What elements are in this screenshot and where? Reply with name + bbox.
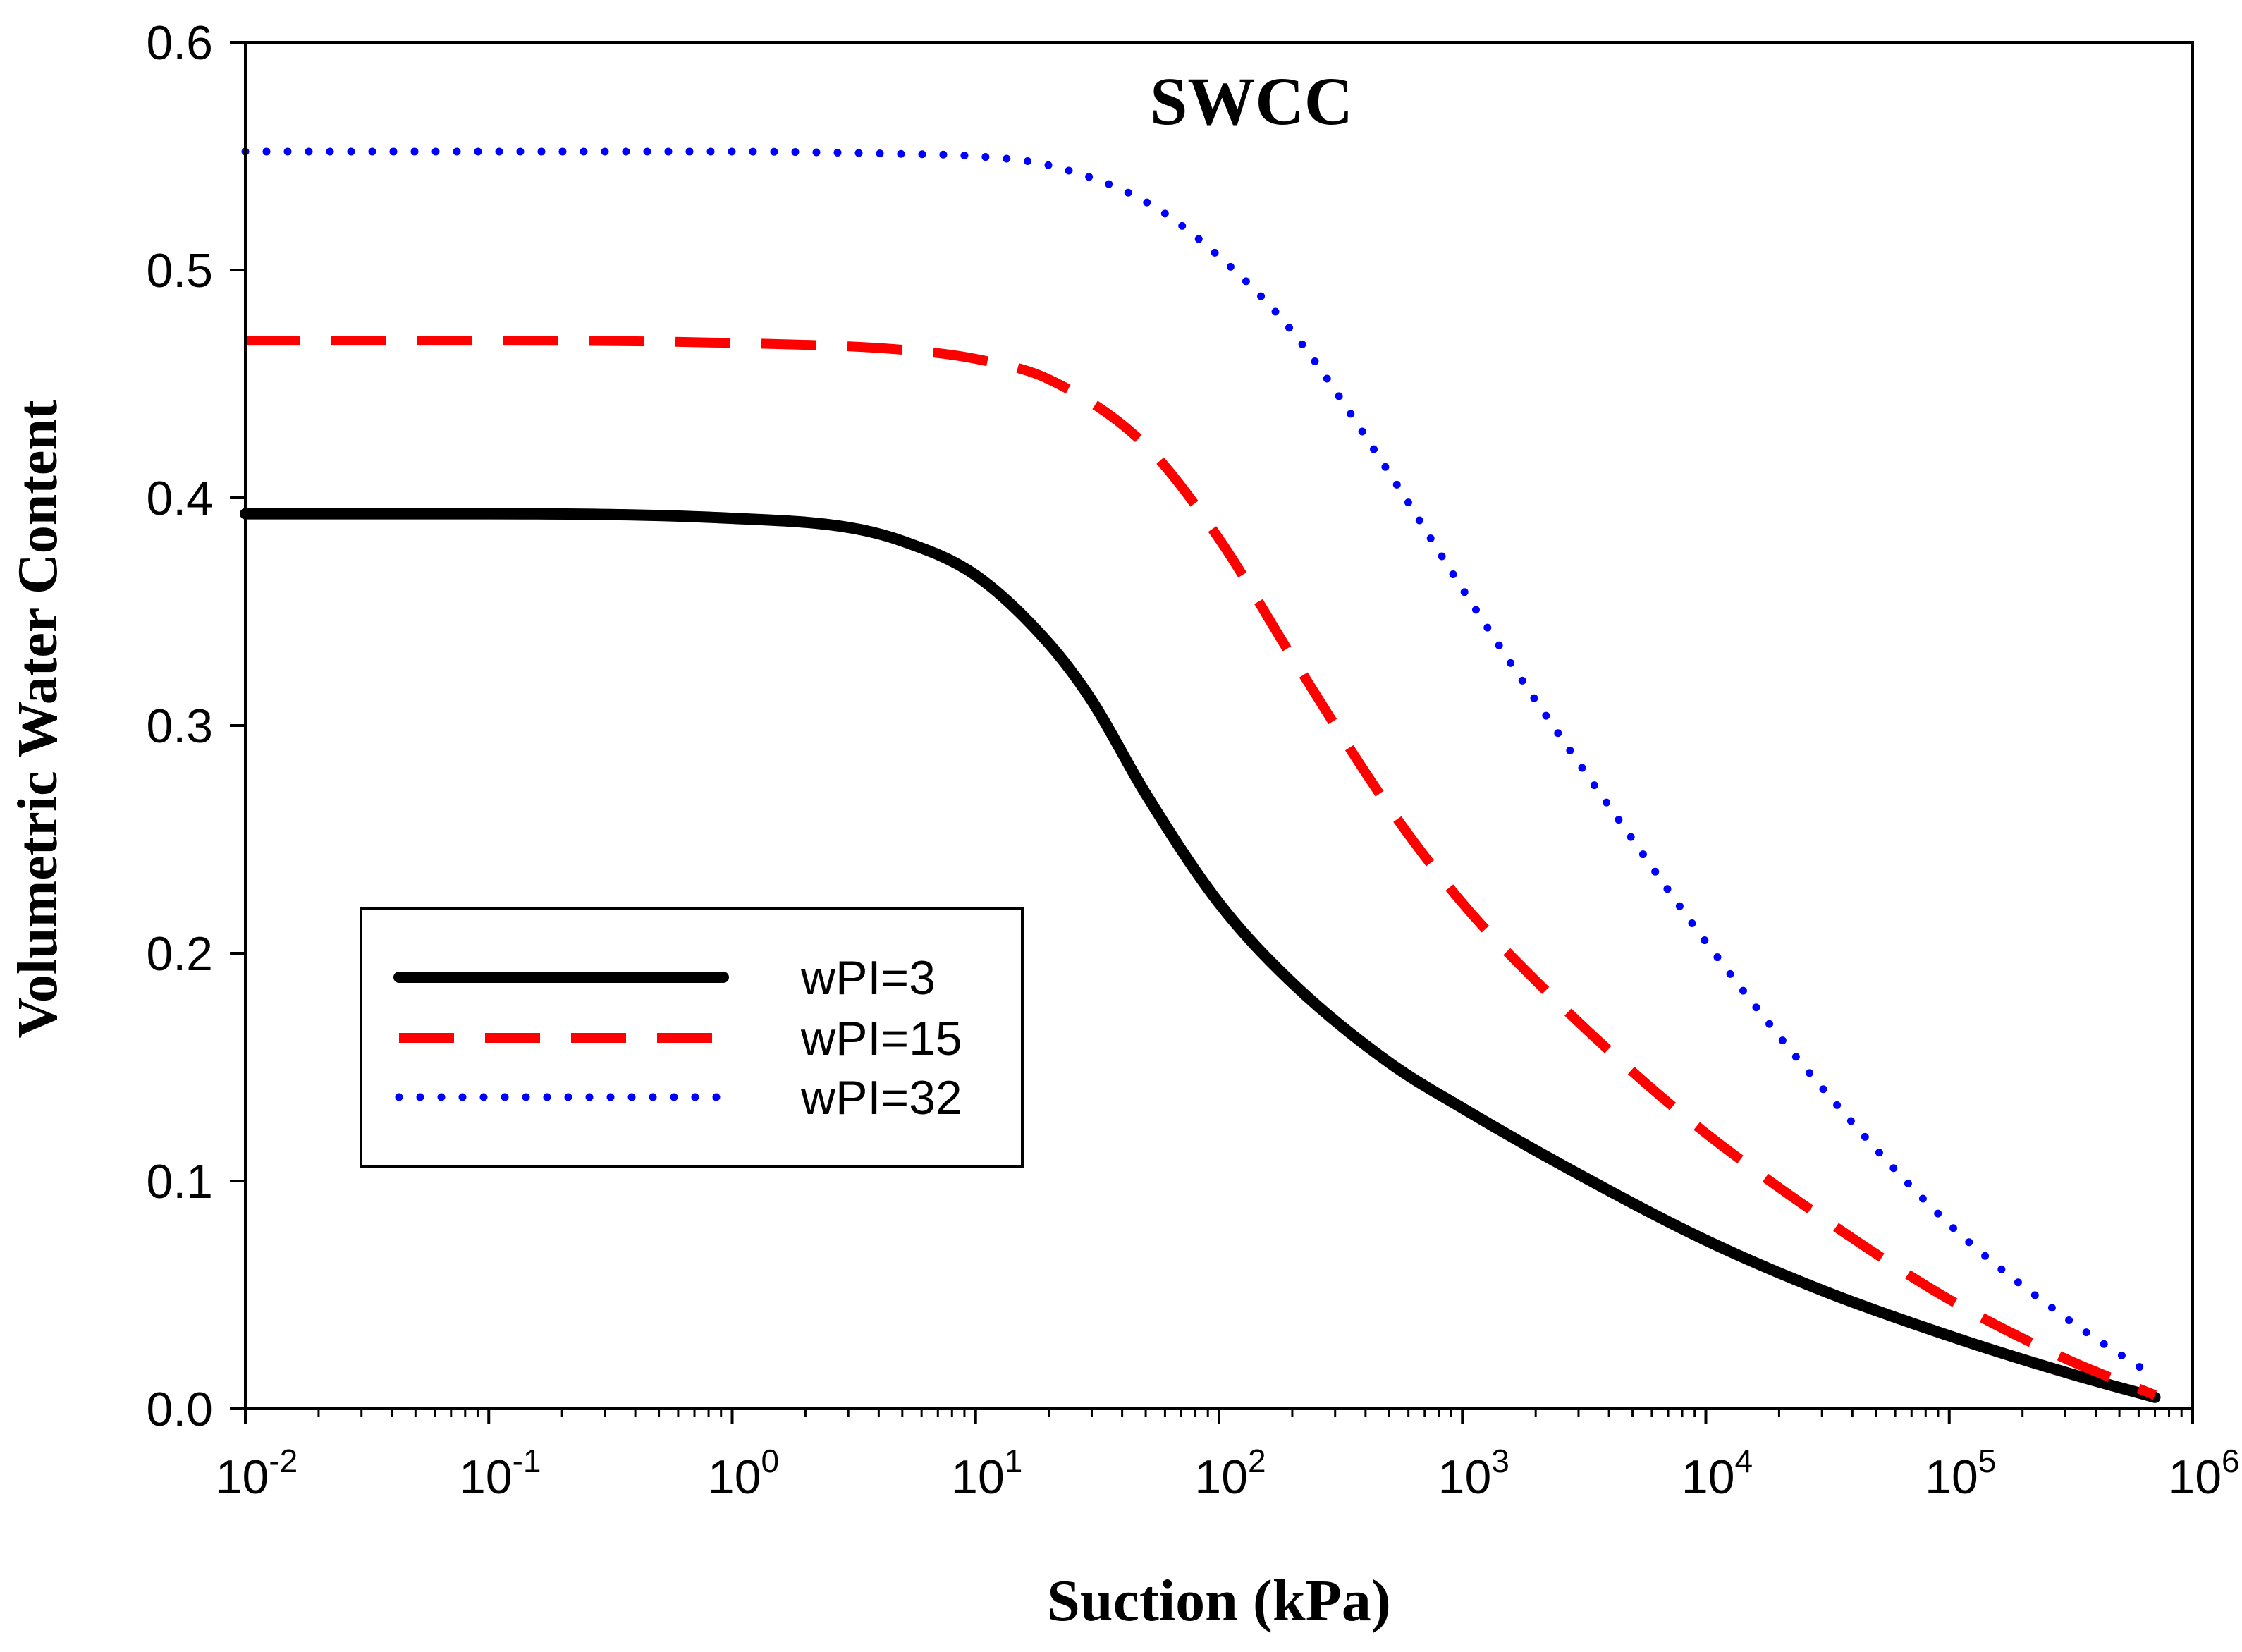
x-tick-exponent: 4	[1735, 1443, 1753, 1479]
series-lines	[240, 147, 2161, 1403]
y-tick-label: 0.3	[146, 699, 213, 753]
x-tick-label: 104	[1682, 1443, 1753, 1504]
x-tick-exponent: 2	[1248, 1443, 1266, 1479]
x-tick-label: 103	[1438, 1443, 1509, 1504]
series-line-wpi-3	[240, 508, 2161, 1403]
x-tick-label: 10-2	[216, 1443, 298, 1504]
series-line-wpi-15	[245, 336, 2157, 1400]
y-axis-label: Volumetric Water Content	[7, 400, 69, 1038]
x-tick-exponent: 0	[761, 1443, 780, 1479]
x-tick-exponent: -2	[269, 1443, 298, 1479]
y-tick-label: 0.0	[146, 1383, 213, 1436]
x-tick-exponent: -1	[513, 1443, 541, 1479]
x-tick-label: 100	[708, 1443, 779, 1504]
x-tick-base: 10	[1438, 1450, 1492, 1504]
x-tick-label: 102	[1194, 1443, 1266, 1504]
y-tick-label: 0.4	[146, 472, 213, 525]
x-tick-base: 10	[951, 1450, 1005, 1504]
legend-label: wPI=32	[800, 1071, 962, 1125]
x-tick-label: 101	[951, 1443, 1022, 1504]
x-tick-base: 10	[708, 1450, 761, 1504]
legend: wPI=3 wPI=15 wPI=32	[360, 907, 1024, 1168]
legend-label: wPI=15	[800, 1012, 962, 1065]
x-tick-label: 10-1	[459, 1443, 541, 1504]
y-tick-label: 0.6	[146, 16, 213, 70]
x-axis: 10-2 10-1 100 101 102 103 104 105 106	[216, 1409, 2240, 1504]
legend-label: wPI=3	[800, 951, 936, 1005]
x-tick-exponent: 5	[1978, 1443, 1997, 1479]
y-tick-label: 0.2	[146, 927, 213, 981]
x-tick-base: 10	[1682, 1450, 1735, 1504]
legend-entries: wPI=3 wPI=15 wPI=32	[393, 951, 962, 1125]
x-tick-label: 105	[1925, 1443, 1996, 1504]
chart-title: SWCC	[1150, 63, 1353, 139]
x-tick-base: 10	[1194, 1450, 1248, 1504]
y-tick-label: 0.1	[146, 1155, 213, 1209]
x-axis-label: Suction (kPa)	[1047, 1568, 1391, 1634]
x-tick-exponent: 1	[1005, 1443, 1023, 1479]
y-axis: 0.0 0.1 0.2 0.3 0.4 0.5 0.6	[146, 16, 245, 1436]
x-tick-exponent: 6	[2222, 1443, 2240, 1479]
x-tick-base: 10	[2168, 1450, 2222, 1504]
y-tick-label: 0.5	[146, 244, 213, 298]
x-tick-base: 10	[1925, 1450, 1978, 1504]
x-tick-exponent: 3	[1491, 1443, 1509, 1479]
plot-frame	[244, 41, 2194, 1410]
x-tick-base: 10	[459, 1450, 513, 1504]
x-tick-base: 10	[216, 1450, 269, 1504]
x-tick-label: 106	[2168, 1443, 2239, 1504]
